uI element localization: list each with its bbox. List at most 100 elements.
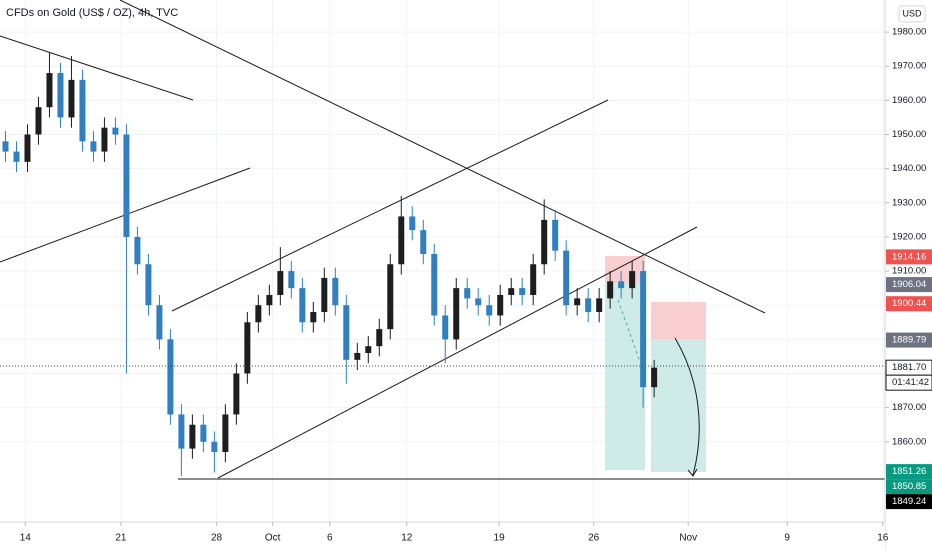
candle-body bbox=[266, 294, 273, 306]
candle-body bbox=[497, 294, 504, 316]
x-tick-label: 9 bbox=[784, 533, 790, 544]
price-label: 1881.70 bbox=[892, 362, 926, 373]
candle-body bbox=[13, 151, 20, 162]
y-tick-label: 1920.00 bbox=[892, 231, 926, 242]
price-label: 1900.44 bbox=[892, 298, 926, 309]
candle-body bbox=[398, 216, 405, 265]
candle-body bbox=[134, 236, 141, 265]
candle-body bbox=[442, 315, 449, 340]
arrow-head bbox=[687, 468, 698, 477]
trend-line bbox=[0, 35, 194, 101]
candle-body bbox=[79, 79, 86, 142]
candles bbox=[2, 52, 658, 476]
candle-body bbox=[255, 305, 262, 323]
candle-body bbox=[167, 339, 174, 415]
trend-line bbox=[119, 0, 766, 314]
x-tick-label: 14 bbox=[20, 533, 32, 544]
candle-body bbox=[486, 305, 493, 316]
candle-body bbox=[46, 73, 53, 108]
candle-body bbox=[354, 353, 361, 360]
candle-body bbox=[200, 424, 207, 442]
y-tick-label: 1980.00 bbox=[892, 27, 926, 38]
trend-line bbox=[171, 99, 609, 312]
countdown: 01:41:42 bbox=[892, 377, 929, 388]
candle-body bbox=[178, 414, 185, 449]
price-label-box bbox=[886, 494, 932, 510]
price-label: 1889.79 bbox=[892, 335, 926, 346]
position-path bbox=[617, 299, 641, 363]
price-label-box bbox=[886, 277, 932, 293]
candle-body bbox=[618, 281, 625, 289]
candle-body bbox=[464, 288, 471, 299]
candle-body bbox=[431, 254, 438, 316]
candle-body bbox=[387, 264, 394, 330]
candle-body bbox=[123, 134, 130, 237]
price-label-box bbox=[886, 332, 932, 348]
price-label: 1906.04 bbox=[892, 279, 926, 290]
candle-body bbox=[211, 441, 218, 453]
candle-body bbox=[596, 298, 603, 313]
candle-body bbox=[321, 277, 328, 313]
x-tick-label: 12 bbox=[401, 533, 413, 544]
candle-body bbox=[57, 73, 64, 118]
candle-body bbox=[519, 288, 526, 295]
price-label: 1849.24 bbox=[892, 496, 926, 507]
candle-body bbox=[24, 134, 31, 162]
target-zone bbox=[651, 339, 706, 472]
x-tick-label: Oct bbox=[265, 533, 281, 544]
grid bbox=[0, 0, 885, 522]
candle-body bbox=[112, 127, 119, 135]
candle-body bbox=[145, 264, 152, 306]
arrow bbox=[674, 337, 700, 476]
price-axis bbox=[885, 0, 932, 550]
candle-body bbox=[35, 107, 42, 135]
axis-labels: 1860.001870.001880.001890.001900.001910.… bbox=[20, 27, 932, 544]
candle-body bbox=[244, 322, 251, 374]
currency: USD bbox=[902, 8, 922, 18]
price-label-box bbox=[886, 249, 932, 265]
stop-zone bbox=[651, 302, 706, 339]
candle-body bbox=[332, 277, 339, 306]
candle-body bbox=[508, 288, 515, 295]
candle-body bbox=[541, 219, 548, 265]
candle-body bbox=[299, 288, 306, 323]
price-label: 1851.26 bbox=[892, 466, 926, 477]
target-zone bbox=[605, 283, 645, 470]
trend-line bbox=[217, 226, 698, 479]
y-tick-label: 1910.00 bbox=[892, 266, 926, 277]
candle-body bbox=[409, 216, 416, 231]
candle-body bbox=[640, 271, 647, 388]
candle-body bbox=[453, 288, 460, 340]
candle-body bbox=[156, 305, 163, 340]
candle-body bbox=[288, 271, 295, 289]
countdown-box bbox=[885, 374, 932, 391]
stop-zone bbox=[605, 256, 645, 283]
candle-body bbox=[563, 250, 570, 306]
price-label: 1914.16 bbox=[892, 251, 926, 262]
candle-body bbox=[475, 298, 482, 306]
x-tick-label: 21 bbox=[115, 533, 127, 544]
candle-body bbox=[233, 373, 240, 415]
candle-body bbox=[310, 312, 317, 323]
candle-body bbox=[101, 127, 108, 152]
candle-body bbox=[530, 264, 537, 295]
y-tick-label: 1960.00 bbox=[892, 95, 926, 106]
y-tick-label: 1930.00 bbox=[892, 197, 926, 208]
currency-box[interactable] bbox=[898, 5, 926, 23]
candle-body bbox=[2, 141, 9, 152]
x-tick-label: 6 bbox=[327, 533, 333, 544]
candle-body bbox=[68, 79, 75, 118]
price-label-box bbox=[886, 464, 932, 480]
candle-body bbox=[90, 141, 97, 152]
y-tick-label: 1950.00 bbox=[892, 129, 926, 140]
candle-body bbox=[222, 414, 229, 453]
candle-body bbox=[607, 281, 614, 299]
y-tick-label: 1870.00 bbox=[892, 402, 926, 413]
candle-body bbox=[189, 424, 196, 449]
y-tick-label: 1940.00 bbox=[892, 163, 926, 174]
candle-body bbox=[365, 346, 372, 354]
candle-body bbox=[651, 367, 658, 388]
